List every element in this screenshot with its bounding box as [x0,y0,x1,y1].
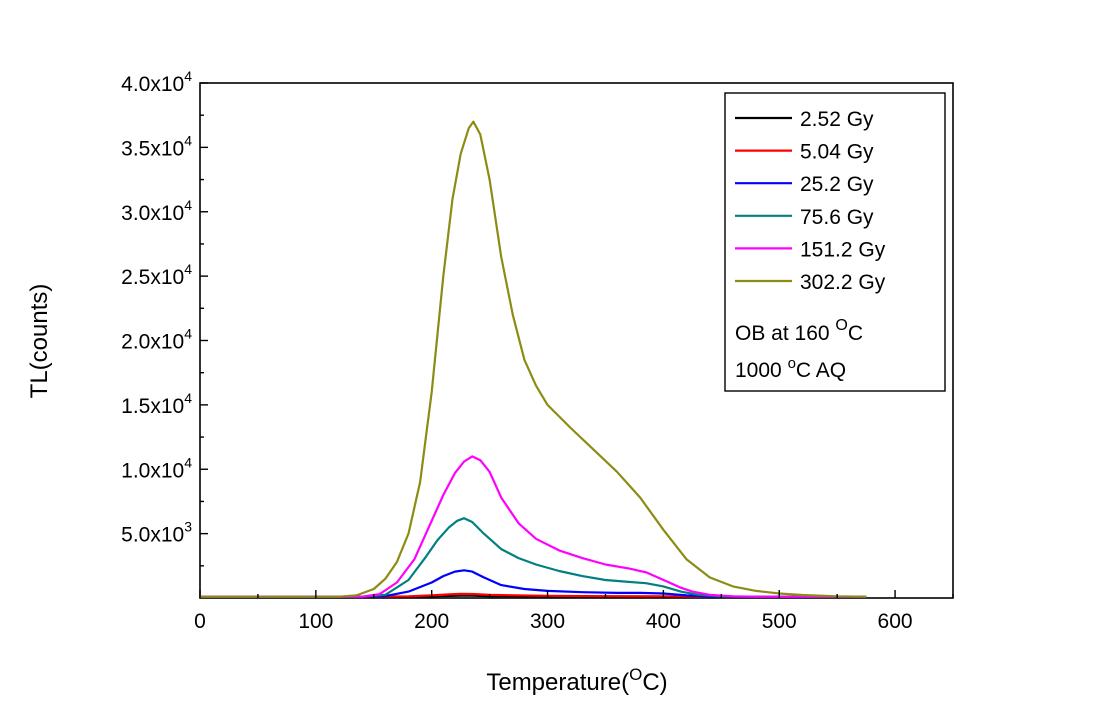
y-tick-label: 3.5x104 [121,132,192,160]
legend-label-5: 302.2 Gy [800,271,886,294]
legend-label-4: 151.2 Gy [800,238,886,261]
x-tick-label: 300 [530,610,565,633]
x-axis-title: Temperature(OC) [486,665,667,696]
series-line-4 [200,455,867,598]
x-axis: 0 100 200 300 400 500 600 [194,590,954,633]
x-tick-label: 200 [414,610,449,633]
legend-label-1: 5.04 Gy [800,141,874,164]
x-tick-label: 100 [298,610,333,633]
series-line-3 [200,517,867,598]
annotation-aq: 1000 oC AQ [735,355,846,382]
series-line-5 [200,120,867,598]
legend: 2.52 Gy 5.04 Gy 25.2 Gy 75.6 Gy 151.2 Gy 302.… [724,92,946,392]
y-tick-label: 2.5x104 [121,261,192,289]
series-line-2 [200,569,867,598]
y-tick-label: 2.0x104 [121,326,192,354]
y-tick-label: 5.0x103 [121,519,192,547]
annotation-ob: OB at 160 OC [735,317,863,345]
legend-label-0: 2.52 Gy [800,108,874,131]
series-layer [200,120,867,598]
x-tick-label: 400 [646,610,681,633]
y-axis-title: TL(counts) [26,284,53,399]
legend-label-3: 75.6 Gy [800,206,874,229]
y-tick-label: 3.0x104 [121,197,192,225]
legend-items: 2.52 Gy 5.04 Gy 25.2 Gy 75.6 Gy 151.2 Gy 302.… [735,108,886,294]
x-tick-label: 600 [878,610,913,633]
y-axis: 5.0x103 1.0x104 1.5x104 2.0x104 2.5x104 3.0x1… [121,68,208,567]
legend-label-2: 25.2 Gy [800,173,874,196]
y-tick-label: 1.5x104 [121,390,192,418]
x-tick-label: 500 [762,610,797,633]
y-tick-label: 1.0x104 [121,454,192,482]
y-tick-label: 4.0x104 [121,68,192,96]
legend-box [724,92,946,392]
x-tick-label: 0 [194,610,206,633]
